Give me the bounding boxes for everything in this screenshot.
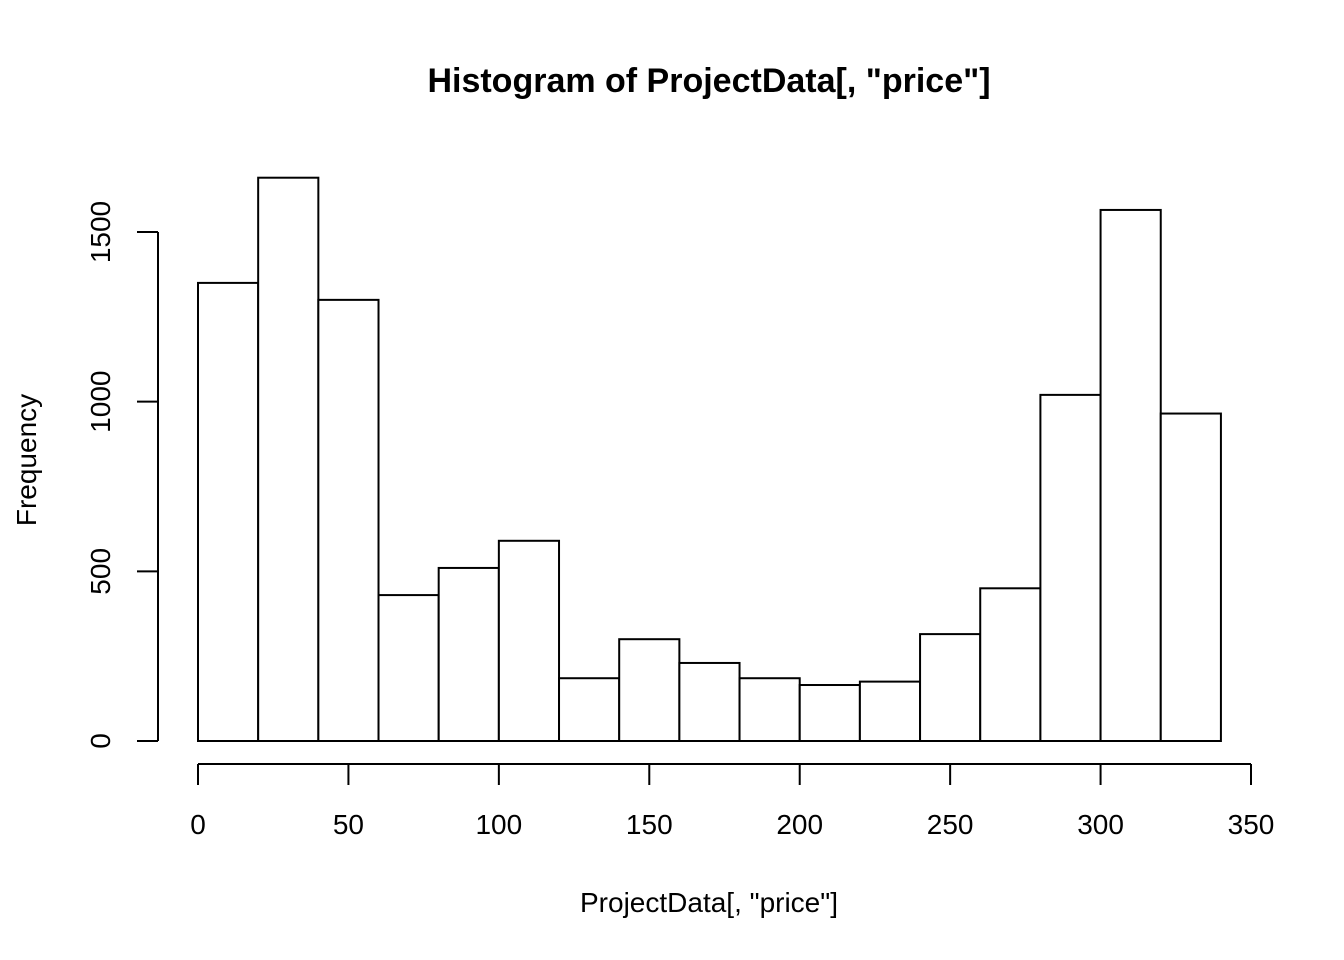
x-tick-label-1: 50 <box>333 809 364 840</box>
x-tick-label-3: 150 <box>626 809 673 840</box>
histogram-bar-4 <box>437 566 500 742</box>
y-tick-label-2: 1000 <box>85 371 116 433</box>
x-tick-label-0: 0 <box>190 809 206 840</box>
histogram-bar-10 <box>798 684 861 743</box>
histogram-bar-8 <box>678 661 741 742</box>
histogram-bar-7 <box>618 638 681 743</box>
histogram-bar-13 <box>979 587 1042 742</box>
histogram-bar-15 <box>1099 208 1162 742</box>
y-tick-label-3: 1500 <box>85 201 116 263</box>
histogram-bar-6 <box>558 677 621 742</box>
x-axis: 0 50 100 150 200 250 300 350 <box>190 763 1275 840</box>
histogram-bar-11 <box>858 680 922 742</box>
histogram-bar-14 <box>1039 393 1102 742</box>
x-tick-label-6: 300 <box>1077 809 1124 840</box>
y-axis-label: Frequency <box>11 394 42 526</box>
x-tick-label-7: 350 <box>1228 809 1275 840</box>
histogram-bar-5 <box>497 539 561 742</box>
y-tick-label-0: 0 <box>85 733 116 749</box>
bars-group <box>197 176 1222 743</box>
histogram-bar-1 <box>257 176 320 742</box>
x-tick-label-4: 200 <box>776 809 823 840</box>
y-tick-label-1: 500 <box>85 548 116 595</box>
histogram-bar-12 <box>919 633 982 742</box>
histogram-bar-3 <box>377 594 440 742</box>
x-tick-label-2: 100 <box>475 809 522 840</box>
x-tick-label-5: 250 <box>927 809 974 840</box>
y-axis: 0 500 1000 1500 <box>85 201 159 749</box>
histogram-bar-2 <box>317 298 380 742</box>
histogram-bar-16 <box>1159 412 1222 742</box>
x-axis-label: ProjectData[, "price"] <box>580 887 838 918</box>
histogram-bar-0 <box>197 281 260 742</box>
chart-title: Histogram of ProjectData[, "price"] <box>427 62 990 100</box>
histogram-bar-9 <box>738 677 801 742</box>
